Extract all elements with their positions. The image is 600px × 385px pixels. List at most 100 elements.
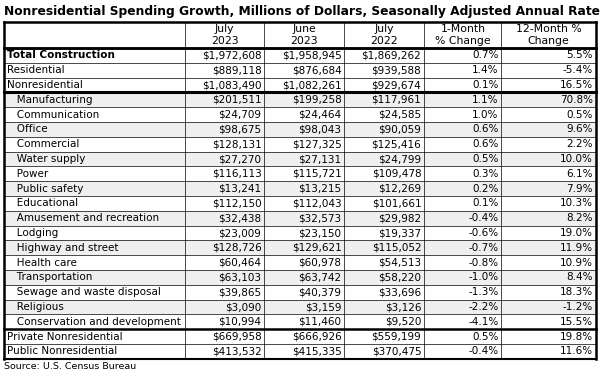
Text: -0.7%: -0.7% bbox=[468, 243, 498, 253]
Text: Nonresidential: Nonresidential bbox=[7, 80, 83, 90]
Text: $128,726: $128,726 bbox=[212, 243, 262, 253]
Text: Communication: Communication bbox=[7, 110, 99, 120]
Text: $115,052: $115,052 bbox=[371, 243, 421, 253]
Bar bbox=[4, 92, 596, 107]
Bar bbox=[4, 196, 596, 211]
Text: Total Construction: Total Construction bbox=[7, 50, 115, 60]
Text: 19.0%: 19.0% bbox=[560, 228, 593, 238]
Bar bbox=[4, 107, 596, 122]
Text: $199,258: $199,258 bbox=[292, 95, 341, 105]
Text: $24,799: $24,799 bbox=[378, 154, 421, 164]
Text: 0.3%: 0.3% bbox=[472, 169, 498, 179]
Text: $116,113: $116,113 bbox=[212, 169, 262, 179]
Text: $125,416: $125,416 bbox=[371, 139, 421, 149]
Text: 19.8%: 19.8% bbox=[560, 331, 593, 341]
Text: $63,103: $63,103 bbox=[218, 273, 262, 283]
Bar bbox=[4, 166, 596, 181]
Text: $54,513: $54,513 bbox=[378, 258, 421, 268]
Text: 10.9%: 10.9% bbox=[560, 258, 593, 268]
Text: Nonresidential Spending Growth, Millions of Dollars, Seasonally Adjusted Annual : Nonresidential Spending Growth, Millions… bbox=[4, 5, 600, 18]
Text: Power: Power bbox=[7, 169, 48, 179]
Text: $112,150: $112,150 bbox=[212, 198, 262, 208]
Bar bbox=[4, 285, 596, 300]
Text: $11,460: $11,460 bbox=[298, 317, 341, 327]
Text: $24,464: $24,464 bbox=[298, 110, 341, 120]
Text: Public Nonresidential: Public Nonresidential bbox=[7, 346, 117, 357]
Text: $370,475: $370,475 bbox=[371, 346, 421, 357]
Text: -0.4%: -0.4% bbox=[468, 213, 498, 223]
Text: Health care: Health care bbox=[7, 258, 77, 268]
Text: June
2023: June 2023 bbox=[290, 24, 318, 46]
Text: $666,926: $666,926 bbox=[292, 331, 341, 341]
Bar bbox=[4, 315, 596, 329]
Text: Private Nonresidential: Private Nonresidential bbox=[7, 331, 122, 341]
Bar bbox=[4, 255, 596, 270]
Text: July
2022: July 2022 bbox=[371, 24, 398, 46]
Text: $10,994: $10,994 bbox=[218, 317, 262, 327]
Text: $939,588: $939,588 bbox=[371, 65, 421, 75]
Text: $112,043: $112,043 bbox=[292, 198, 341, 208]
Text: $98,675: $98,675 bbox=[218, 124, 262, 134]
Bar bbox=[4, 240, 596, 255]
Bar bbox=[4, 270, 596, 285]
Text: $1,958,945: $1,958,945 bbox=[281, 50, 341, 60]
Text: -1.3%: -1.3% bbox=[468, 287, 498, 297]
Text: $60,978: $60,978 bbox=[298, 258, 341, 268]
Text: 1.1%: 1.1% bbox=[472, 95, 498, 105]
Text: $127,325: $127,325 bbox=[292, 139, 341, 149]
Text: Commercial: Commercial bbox=[7, 139, 79, 149]
Text: $63,742: $63,742 bbox=[298, 273, 341, 283]
Text: July
2023: July 2023 bbox=[211, 24, 238, 46]
Text: Public safety: Public safety bbox=[7, 184, 83, 194]
Bar bbox=[4, 78, 596, 92]
Text: $27,131: $27,131 bbox=[298, 154, 341, 164]
Text: 2.2%: 2.2% bbox=[566, 139, 593, 149]
Text: $13,241: $13,241 bbox=[218, 184, 262, 194]
Text: -0.8%: -0.8% bbox=[468, 258, 498, 268]
Bar bbox=[4, 300, 596, 315]
Text: 11.9%: 11.9% bbox=[560, 243, 593, 253]
Text: 12-Month %
Change: 12-Month % Change bbox=[516, 24, 581, 46]
Text: 18.3%: 18.3% bbox=[560, 287, 593, 297]
Text: -0.4%: -0.4% bbox=[468, 346, 498, 357]
Text: 70.8%: 70.8% bbox=[560, 95, 593, 105]
Text: 10.0%: 10.0% bbox=[560, 154, 593, 164]
Text: $32,573: $32,573 bbox=[298, 213, 341, 223]
Text: 6.1%: 6.1% bbox=[566, 169, 593, 179]
Text: 8.2%: 8.2% bbox=[566, 213, 593, 223]
Text: Lodging: Lodging bbox=[7, 228, 58, 238]
Text: $101,661: $101,661 bbox=[371, 198, 421, 208]
Bar bbox=[4, 344, 596, 359]
Text: 11.6%: 11.6% bbox=[560, 346, 593, 357]
Text: $24,709: $24,709 bbox=[218, 110, 262, 120]
Bar bbox=[4, 48, 596, 63]
Text: $3,090: $3,090 bbox=[225, 302, 262, 312]
Text: 7.9%: 7.9% bbox=[566, 184, 593, 194]
Text: 0.5%: 0.5% bbox=[472, 154, 498, 164]
Text: $32,438: $32,438 bbox=[218, 213, 262, 223]
Bar bbox=[4, 63, 596, 78]
Text: $60,464: $60,464 bbox=[218, 258, 262, 268]
Text: Amusement and recreation: Amusement and recreation bbox=[7, 213, 159, 223]
Text: $23,150: $23,150 bbox=[298, 228, 341, 238]
Text: $559,199: $559,199 bbox=[371, 331, 421, 341]
Text: 0.6%: 0.6% bbox=[472, 139, 498, 149]
Text: Sewage and waste disposal: Sewage and waste disposal bbox=[7, 287, 161, 297]
Bar bbox=[4, 329, 596, 344]
Text: Conservation and development: Conservation and development bbox=[7, 317, 181, 327]
Text: $117,961: $117,961 bbox=[371, 95, 421, 105]
Bar bbox=[4, 137, 596, 152]
Text: $58,220: $58,220 bbox=[379, 273, 421, 283]
Text: $40,379: $40,379 bbox=[298, 287, 341, 297]
Text: Religious: Religious bbox=[7, 302, 64, 312]
Text: $929,674: $929,674 bbox=[371, 80, 421, 90]
Text: -5.4%: -5.4% bbox=[563, 65, 593, 75]
Text: 1-Month
% Change: 1-Month % Change bbox=[435, 24, 491, 46]
Text: -4.1%: -4.1% bbox=[468, 317, 498, 327]
Text: $1,972,608: $1,972,608 bbox=[202, 50, 262, 60]
Text: Educational: Educational bbox=[7, 198, 78, 208]
Text: $1,083,490: $1,083,490 bbox=[202, 80, 262, 90]
Bar bbox=[4, 181, 596, 196]
Text: 1.4%: 1.4% bbox=[472, 65, 498, 75]
Bar bbox=[4, 152, 596, 166]
